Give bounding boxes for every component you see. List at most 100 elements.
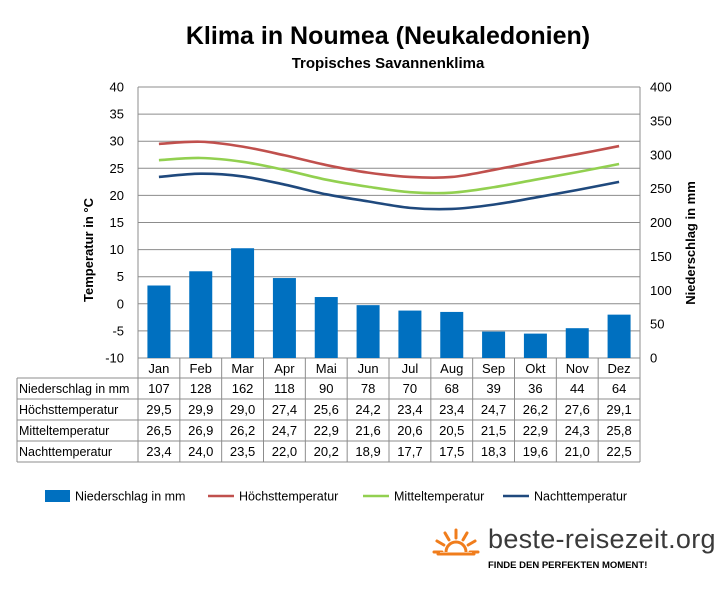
table-cell-value: 23,4 — [397, 402, 422, 417]
table-cell-value: 27,6 — [565, 402, 590, 417]
mean-temp-row-name: Mitteltemperatur — [19, 424, 109, 438]
sun-ray — [435, 539, 446, 547]
sun-ray — [466, 539, 477, 547]
left-tick-label: 10 — [110, 242, 124, 257]
category-label: Mai — [316, 361, 337, 376]
category-label: Feb — [190, 361, 212, 376]
max-temp-row-name: Höchsttemperatur — [19, 403, 118, 417]
table-cell-value: 20,6 — [397, 423, 422, 438]
table-cell-value: 68 — [445, 381, 459, 396]
left-tick-label: 20 — [110, 188, 124, 203]
table-cell-value: 18,9 — [355, 444, 380, 459]
night-temp-line — [158, 172, 620, 211]
table-cell-value: 26,9 — [188, 423, 213, 438]
left-axis-label: Temperatur in °C — [81, 197, 96, 302]
table-cell-value: 29,0 — [230, 402, 255, 417]
category-label: Sep — [482, 361, 505, 376]
category-label: Jul — [402, 361, 419, 376]
temperature-lines — [158, 140, 620, 211]
legend: Niederschlag in mm Höchsttemperatur Mittel… — [45, 490, 627, 504]
table-cell-value: 128 — [190, 381, 212, 396]
left-tick-label: -10 — [105, 351, 124, 366]
precipitation-bar — [440, 311, 464, 358]
right-tick-label: 200 — [650, 215, 672, 230]
sun-logo-icon — [432, 528, 480, 570]
table-cell-value: 24,0 — [188, 444, 213, 459]
table-cell-value: 107 — [148, 381, 170, 396]
chart-title: Klima in Noumea (Neukaledonien) — [186, 22, 590, 50]
table-cell-value: 118 — [274, 381, 295, 396]
table-cell-value: 23,4 — [439, 402, 464, 417]
category-label: Okt — [525, 361, 546, 376]
table-cell-value: 18,3 — [481, 444, 506, 459]
precipitation-bar — [231, 248, 255, 358]
table-cell-value: 23,5 — [230, 444, 255, 459]
legend-label: Mitteltemperatur — [394, 490, 484, 504]
table-cell-value: 39 — [486, 381, 500, 396]
precipitation-bars — [147, 248, 631, 358]
category-label: Dez — [608, 361, 631, 376]
table-cell-value: 26,2 — [523, 402, 548, 417]
left-tick-label: 25 — [110, 161, 124, 176]
table-cell-value: 24,7 — [272, 423, 297, 438]
right-tick-label: 400 — [650, 80, 672, 95]
table-cell-value: 22,0 — [272, 444, 297, 459]
table-cell-value: 78 — [361, 381, 375, 396]
precipitation-bar — [147, 285, 171, 358]
table-cell-value: 70 — [403, 381, 417, 396]
left-axis-ticks: 40 35 30 25 20 15 10 5 0 -5 -10 — [105, 80, 124, 366]
brand-logo[interactable]: beste-reisezeit.org FINDE DEN PERFEKTEN … — [430, 520, 716, 590]
precipitation-bar — [189, 271, 213, 358]
sun-ray — [461, 531, 469, 542]
right-tick-label: 300 — [650, 147, 672, 162]
table-cell-value: 27,4 — [272, 402, 297, 417]
precipitation-bar — [482, 331, 506, 358]
precipitation-bar — [314, 297, 338, 358]
max-temp-line — [158, 140, 620, 179]
table-cell-value: 21,6 — [355, 423, 380, 438]
left-tick-label: 5 — [117, 269, 124, 284]
table-cell-value: 24,2 — [355, 402, 380, 417]
table-cell-value: 29,1 — [606, 402, 631, 417]
table-cell-value: 25,8 — [606, 423, 631, 438]
table-cell-value: 26,5 — [146, 423, 171, 438]
table-cell-value: 21,5 — [481, 423, 506, 438]
right-axis-label: Niederschlag in mm — [683, 181, 698, 305]
category-label: Jun — [358, 361, 379, 376]
sun-ray — [443, 531, 451, 542]
legend-label: Niederschlag in mm — [75, 490, 185, 504]
left-tick-label: 15 — [110, 215, 124, 230]
table-cell-value: 20,2 — [314, 444, 339, 459]
right-tick-label: 150 — [650, 249, 672, 264]
left-tick-label: 40 — [110, 80, 124, 95]
table-cell-value: 26,2 — [230, 423, 255, 438]
table-cell-value: 25,6 — [314, 402, 339, 417]
right-tick-label: 250 — [650, 181, 672, 196]
precipitation-bar — [356, 305, 380, 358]
table-cell-value: 29,9 — [188, 402, 213, 417]
table-cell-value: 21,0 — [565, 444, 590, 459]
precipitation-bar — [607, 314, 631, 358]
table-cell-value: 22,5 — [606, 444, 631, 459]
brand-slogan: FINDE DEN PERFEKTEN MOMENT! — [488, 560, 648, 571]
legend-label: Höchsttemperatur — [239, 490, 338, 504]
category-label: Jan — [148, 361, 169, 376]
table-cell-value: 24,7 — [481, 402, 506, 417]
table-cell-value: 22,9 — [523, 423, 548, 438]
category-label: Apr — [274, 361, 295, 376]
table-cell-value: 17,5 — [439, 444, 464, 459]
table-cell-value: 19,6 — [523, 444, 548, 459]
table-cell-value: 90 — [319, 381, 333, 396]
table-cell-value: 24,3 — [565, 423, 590, 438]
legend-label: Nachttemperatur — [534, 490, 627, 504]
category-label: Mar — [231, 361, 254, 376]
table-cell-value: 17,7 — [397, 444, 422, 459]
precipitation-bar — [398, 310, 422, 358]
right-tick-label: 0 — [650, 351, 657, 366]
right-tick-label: 100 — [650, 283, 672, 298]
left-tick-label: 30 — [110, 134, 124, 149]
left-tick-label: 35 — [110, 107, 124, 122]
brand-name: beste-reisezeit.org — [488, 524, 716, 554]
precipitation-bar — [272, 278, 296, 358]
